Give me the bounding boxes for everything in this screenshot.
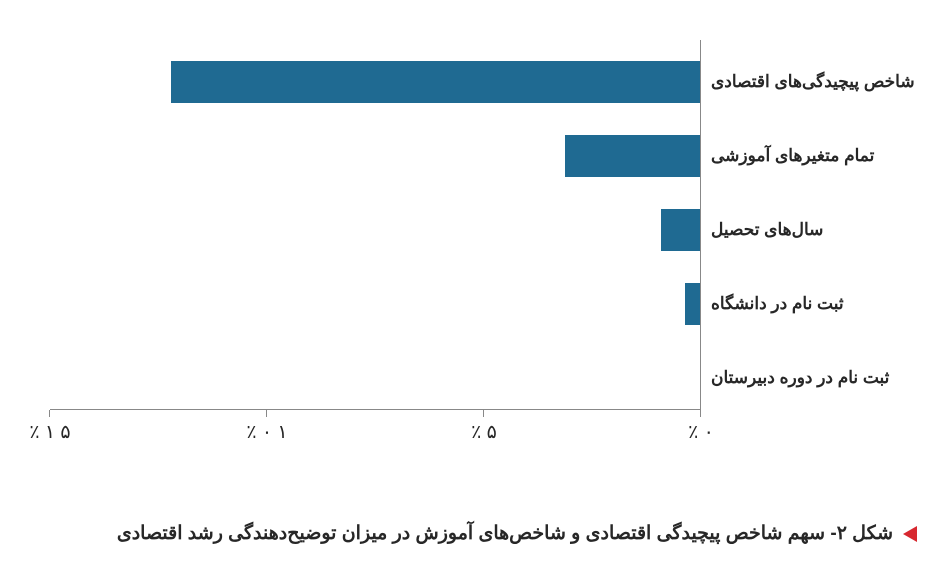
bar: [661, 209, 700, 251]
x-tick-label: ٪ ١ ۵: [29, 421, 70, 444]
x-tick-label: ٪ ١ ٠: [246, 421, 287, 444]
plot-region: شاخص پیچیدگی‌های اقتصادیتمام متغیرهای آم…: [50, 40, 701, 410]
figure-caption: شکل ۲- سهم شاخص پیچیدگی اقتصادی و شاخص‌ه…: [30, 522, 917, 545]
x-tick-mark: [483, 410, 484, 417]
y-axis: [700, 40, 701, 410]
category-label: ثبت نام در دانشگاه: [711, 283, 917, 325]
bar: [685, 283, 700, 325]
caption-marker-icon: [903, 526, 917, 542]
x-tick-label: ٪ ٠: [688, 421, 714, 444]
bar: [171, 61, 700, 103]
chart-container: شاخص پیچیدگی‌های اقتصادی تمام متغیرهای آم…: [30, 40, 917, 450]
category-label: ثبت نام در دوره دبیرستان: [711, 357, 917, 399]
x-axis: [50, 409, 701, 410]
x-tick-label: ٪ ۵: [471, 421, 497, 444]
bar: [565, 135, 700, 177]
x-tick-mark: [49, 410, 50, 417]
category-label: تمام متغیرهای آموزشی: [711, 135, 917, 177]
x-tick-mark: [700, 410, 701, 417]
caption-text: شکل ۲- سهم شاخص پیچیدگی اقتصادی و شاخص‌ه…: [117, 522, 893, 545]
x-tick-mark: [266, 410, 267, 417]
category-label: شاخص پیچیدگی‌های اقتصادی: [711, 61, 917, 103]
category-label: سال‌های تحصیل: [711, 209, 917, 251]
